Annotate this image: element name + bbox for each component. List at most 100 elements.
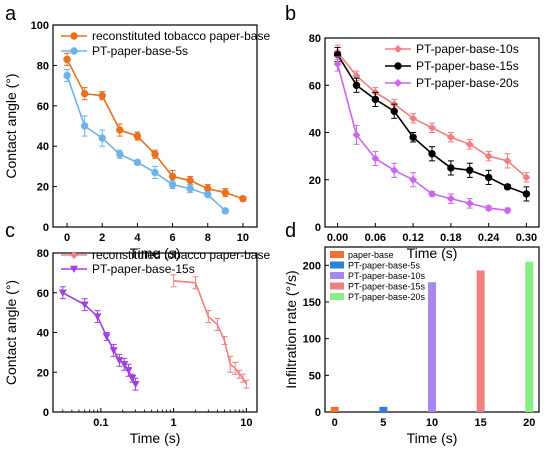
data-point: [522, 190, 531, 198]
legend-label: paper-base: [348, 250, 394, 260]
y-axis-label: Infiltration rate (°/s): [283, 270, 299, 388]
data-point: [63, 71, 71, 80]
legend: paper-basePT-paper-base-5sPT-paper-base-…: [330, 250, 426, 302]
panel-letter: c: [5, 220, 15, 242]
plot-frame: [52, 24, 258, 228]
legend: reconstituted tobacco paper-basePT-paper…: [61, 29, 270, 58]
data-point: [409, 114, 418, 123]
data-point: [352, 81, 361, 89]
legend-marker: [70, 32, 78, 40]
y-tick-label: 0: [315, 222, 321, 234]
data-point: [120, 361, 129, 369]
data-point: [168, 180, 177, 189]
data-point: [98, 134, 106, 142]
data-point: [58, 289, 67, 297]
y-tick-label: 100: [303, 334, 321, 346]
legend-label: reconstituted tobacco paper-base: [92, 248, 270, 262]
data-point: [465, 199, 474, 208]
panel-d: d 0 50 100 150 200 0 5 10 15 20 Time (s) Infiltratio…: [283, 220, 540, 446]
data-point: [186, 176, 194, 185]
x-tick-label: 10: [426, 417, 438, 429]
panel-letter: d: [285, 220, 296, 242]
data-point: [133, 132, 142, 140]
data-point: [93, 313, 102, 321]
bar-3: [476, 270, 485, 412]
data-point: [484, 152, 493, 161]
data-point: [131, 380, 140, 389]
legend-swatch: [330, 272, 344, 279]
data-point: [428, 189, 436, 198]
y-tick-label: 40: [309, 128, 321, 140]
panel-letter: b: [285, 3, 296, 25]
y-tick-label: 80: [37, 60, 49, 72]
series-0: [63, 52, 247, 203]
x-tick-label: 0.1: [93, 417, 108, 429]
y-tick-label: 100: [31, 20, 49, 32]
legend-label: PT-paper-base-15s: [348, 282, 426, 292]
x-tick-label: 0.18: [440, 232, 461, 244]
bar-4: [525, 261, 534, 412]
legend-swatch: [330, 261, 344, 269]
data-point: [484, 173, 493, 182]
legend-label: PT-paper-base-5s: [348, 261, 421, 271]
series-line: [336, 63, 508, 212]
x-tick-label: 15: [475, 417, 487, 429]
legend-label: PT-paper-base-20s: [416, 76, 519, 90]
legend-marker: [70, 47, 78, 55]
x-tick-label: 1: [171, 417, 177, 429]
legend-label: PT-paper-base-5s: [92, 44, 188, 58]
legend: PT-paper-base-10s PT-paper-base-15s PT-pap…: [385, 42, 519, 90]
data-point: [447, 164, 455, 172]
data-point: [390, 107, 398, 115]
data-point: [98, 92, 106, 100]
x-tick-label: 8: [205, 232, 211, 244]
series-1: [333, 46, 531, 202]
data-point: [204, 184, 212, 193]
x-tick-label: 0: [332, 417, 338, 429]
data-point: [503, 156, 512, 165]
data-point: [352, 130, 361, 139]
data-point: [151, 168, 159, 177]
data-point: [102, 333, 111, 341]
series-0: [333, 44, 531, 183]
data-point: [109, 347, 118, 355]
legend-marker: [70, 251, 78, 259]
data-point: [133, 158, 142, 167]
y-axis-label: Contact angle (°): [3, 280, 19, 385]
data-point: [116, 126, 124, 134]
data-point: [128, 375, 137, 383]
x-tick-label: 0.30: [516, 232, 537, 244]
x-tick-label: 0: [64, 232, 70, 244]
data-point: [63, 55, 71, 64]
x-tick-label: 4: [134, 232, 141, 244]
data-point: [186, 184, 194, 193]
data-point: [522, 173, 531, 182]
y-tick-label: 200: [303, 260, 321, 272]
data-point: [151, 150, 159, 158]
data-point: [168, 172, 177, 181]
series-0: [170, 274, 250, 389]
x-axis-label: Time (s): [407, 430, 458, 446]
data-point: [466, 166, 474, 175]
legend-label: PT-paper-base-15s: [92, 262, 195, 276]
legend-label: PT-paper-base-10s: [348, 271, 426, 281]
legend-swatch: [330, 282, 344, 290]
y-tick-label: 0: [43, 222, 49, 234]
bar-2: [428, 282, 436, 412]
series-line: [66, 75, 226, 212]
data-point: [221, 207, 230, 215]
x-tick-label: 0.06: [365, 232, 386, 244]
data-point: [409, 133, 417, 141]
x-tick-label: 20: [523, 417, 535, 429]
data-point: [115, 357, 124, 365]
data-point: [116, 150, 124, 158]
data-point: [80, 89, 89, 98]
y-tick-label: 50: [309, 370, 321, 382]
y-tick-label: 60: [37, 101, 49, 113]
y-tick-label: 60: [37, 288, 49, 300]
x-tick-label: 10: [237, 232, 249, 244]
data-point: [371, 154, 380, 163]
data-point: [484, 204, 493, 213]
legend-marker: [394, 45, 402, 53]
